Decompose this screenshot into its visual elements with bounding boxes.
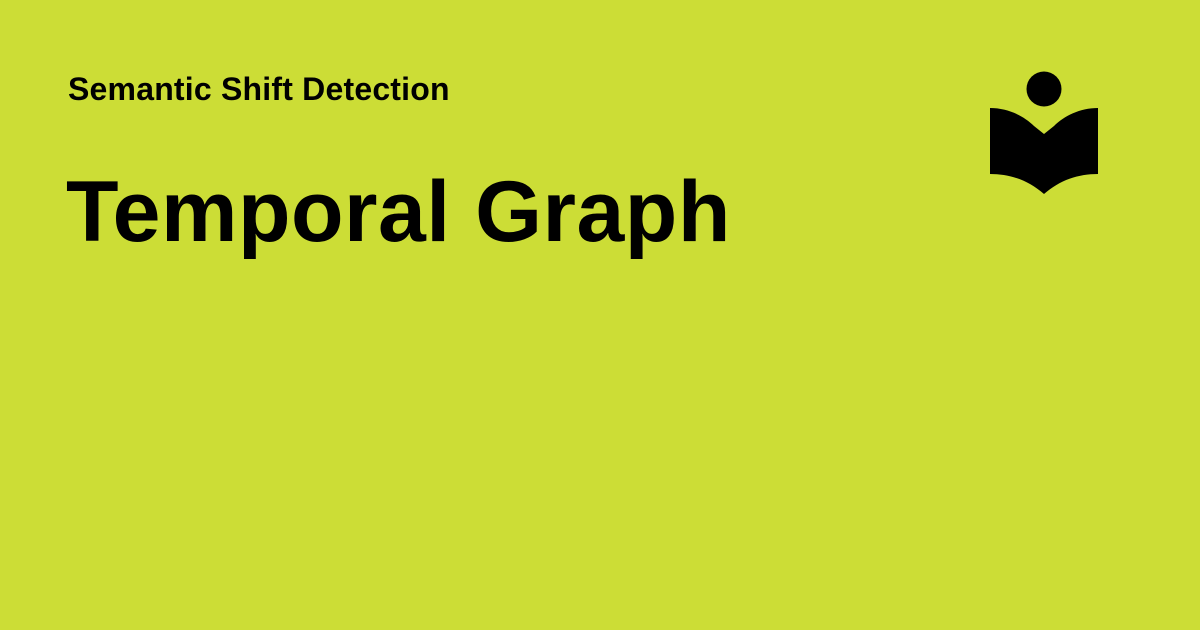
reader-book-icon bbox=[990, 71, 1098, 194]
card-title: Temporal Graph bbox=[66, 164, 731, 260]
card-eyebrow: Semantic Shift Detection bbox=[68, 71, 450, 107]
